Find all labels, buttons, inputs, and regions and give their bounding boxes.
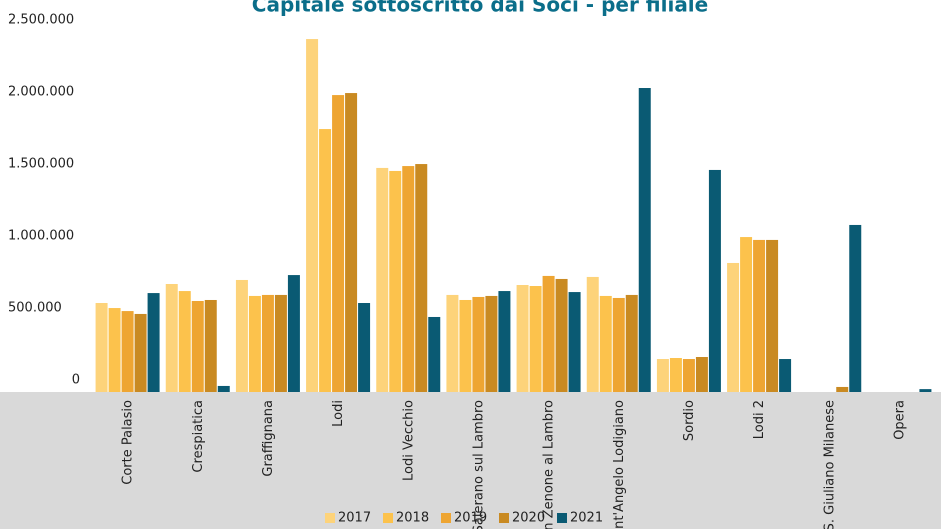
bar [849, 224, 862, 392]
y-tick-label: 0 [72, 373, 80, 388]
bar [669, 358, 682, 392]
legend-swatch [441, 513, 451, 523]
legend-label: 2021 [570, 511, 603, 526]
bar [358, 303, 371, 392]
x-tick-label: San Zenone al Lambro [542, 400, 557, 529]
bar [345, 93, 358, 392]
bar [586, 276, 599, 392]
bar [708, 169, 721, 392]
bar [165, 284, 178, 392]
bar [261, 294, 274, 392]
bar [836, 386, 849, 392]
bar [389, 170, 402, 392]
bar [753, 239, 766, 392]
x-tick-label: Graffignana [261, 400, 276, 477]
legend-label: 2018 [396, 511, 429, 526]
bar [248, 295, 261, 392]
y-tick-label: 2.000.000 [8, 85, 74, 100]
bar [287, 275, 300, 392]
bar [415, 164, 428, 392]
x-tick-label: Lodi Vecchio [401, 400, 416, 481]
x-tick-label: Crespiatica [191, 400, 206, 473]
legend-swatch [557, 513, 567, 523]
y-tick-label: 1.000.000 [8, 229, 74, 244]
bar [306, 39, 319, 392]
bar [191, 300, 204, 392]
bar [498, 291, 511, 392]
bar [376, 167, 389, 392]
bar [516, 285, 529, 392]
bar [599, 295, 612, 392]
bar [612, 297, 625, 392]
bar [542, 275, 555, 392]
bar [766, 239, 779, 392]
bar [682, 359, 695, 392]
x-tick-label: Sordio [682, 400, 697, 441]
bar [204, 299, 217, 392]
bar [529, 286, 542, 392]
x-tick-label: Corte Palasio [121, 400, 136, 485]
x-tick-label: Lodi [331, 400, 346, 427]
bar [108, 308, 121, 392]
legend-label: 2019 [454, 511, 487, 526]
bar [147, 293, 160, 392]
bar [568, 292, 581, 392]
bar [695, 357, 708, 392]
axis-area [0, 392, 941, 529]
legend-swatch [499, 513, 509, 523]
bar [319, 129, 332, 392]
legend-swatch [383, 513, 393, 523]
bar [459, 299, 472, 392]
y-tick-label: 2.500.000 [8, 13, 74, 28]
legend-label: 2017 [338, 511, 371, 526]
bar [134, 313, 147, 392]
bar [235, 279, 248, 392]
bar [428, 316, 441, 392]
chart-title: Capitale sottoscritto dai Soci - per fil… [252, 0, 708, 17]
bar [625, 294, 638, 392]
x-tick-label: Sant'Angelo Lodigiano [612, 400, 627, 529]
bar [446, 294, 459, 392]
legend-swatch [325, 513, 335, 523]
y-tick-label: 500.000 [8, 301, 62, 316]
bar [779, 359, 792, 392]
bar [485, 295, 498, 392]
bar [178, 291, 191, 392]
bar [740, 237, 753, 392]
bar [217, 385, 230, 392]
bar [95, 303, 108, 392]
bar [919, 389, 932, 392]
bar [332, 95, 345, 393]
x-tick-label: Salerano sul Lambro [471, 400, 486, 529]
bar [402, 166, 415, 392]
bar [656, 359, 669, 392]
bar [274, 294, 287, 392]
y-tick-label: 1.500.000 [8, 157, 74, 172]
bar [727, 262, 740, 392]
bar [638, 88, 651, 393]
x-tick-label: Lodi 2 [752, 400, 767, 439]
bar [472, 296, 485, 392]
bar [555, 278, 568, 392]
x-tick-label: Opera [892, 400, 907, 440]
bar [121, 311, 134, 392]
legend-label: 2020 [512, 511, 545, 526]
x-tick-label: S. Giuliano Milanese [822, 400, 837, 529]
